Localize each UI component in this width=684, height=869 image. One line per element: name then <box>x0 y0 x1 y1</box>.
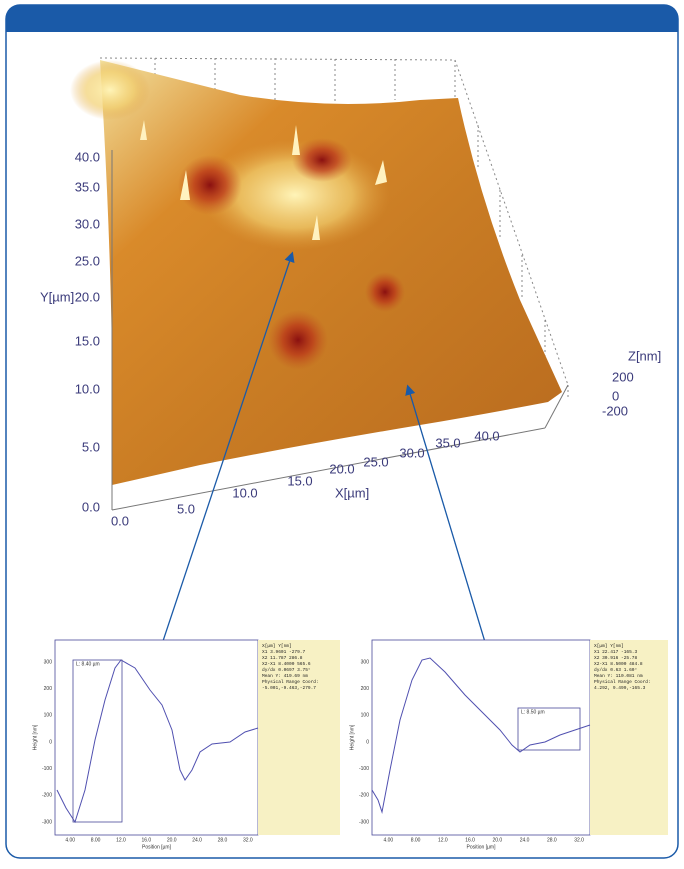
readout-line: Physical Range Coord: <box>262 679 319 685</box>
y-tick-label: -300 <box>42 819 52 825</box>
y-tick-label: -100 <box>359 766 369 772</box>
y-tick-label: 300 <box>361 659 370 665</box>
y-tick-label: 200 <box>44 686 53 692</box>
surface-pit <box>292 138 352 182</box>
y-tick-label: 300 <box>44 659 53 665</box>
x-tick-label: 16.0 <box>465 837 475 843</box>
x-axis-label: Position [µm] <box>142 844 172 850</box>
y-axis-label: Height [nm] <box>349 724 355 750</box>
header-bar <box>6 5 678 32</box>
y-tick-label: 40.0 <box>75 149 100 164</box>
y-tick-label: 0.0 <box>82 499 100 514</box>
profile-inset: L: 8.40 µm 300 200 100 0 -100 -200 -300 4.00 8.00… <box>32 640 340 850</box>
y-tick-label: 15.0 <box>75 333 100 348</box>
length-label: L: 8.50 µm <box>521 709 545 715</box>
y-axis-label: Y[µm] <box>40 289 74 304</box>
x-tick-label: 20.0 <box>492 837 502 843</box>
y-tick-label: -100 <box>42 766 52 772</box>
profile-inset: L: 8.50 µm 300 200 100 0 -100 -200 -300 4.00 8.00… <box>349 640 668 850</box>
y-tick-label: 0 <box>366 739 369 745</box>
z-tick-label: -200 <box>602 403 628 418</box>
y-tick-label: 20.0 <box>75 289 100 304</box>
x-tick-label: 24.0 <box>192 837 202 843</box>
y-tick-label: 10.0 <box>75 381 100 396</box>
x-tick-label: 15.0 <box>287 473 312 488</box>
surface-pit <box>268 310 328 370</box>
x-tick-label: 8.00 <box>91 837 101 843</box>
readout-line: Physical Range Coord: <box>594 679 651 685</box>
y-tick-label: -200 <box>359 793 369 799</box>
y-tick-label: 100 <box>44 713 53 719</box>
y-tick-label: -200 <box>42 793 52 799</box>
readout-line: dy/dx 0.63 1.60° <box>594 667 637 673</box>
readout-line: -5.001,-9.463,-279.7 <box>262 685 316 691</box>
x-tick-label: 24.0 <box>520 837 530 843</box>
readout-line: X2-X1 8.4000 565.6 <box>262 661 311 667</box>
figure: Y[µm] X[µm] Z[nm] 0.0 5.0 10.0 15.0 20.0 25.0… <box>0 0 684 864</box>
readout-line: X[µm] Y[nm] <box>594 643 624 649</box>
y-tick-label: 5.0 <box>82 439 100 454</box>
plot-area <box>55 640 258 835</box>
x-tick-label: 4.00 <box>65 837 75 843</box>
x-tick-label: 40.0 <box>474 428 499 443</box>
x-tick-label: 20.0 <box>167 837 177 843</box>
readout-line: Mean Y: 419.69 nm <box>262 673 308 679</box>
z-axis-label: Z[nm] <box>628 348 661 363</box>
y-tick-label: 25.0 <box>75 253 100 268</box>
plot-area <box>372 640 590 835</box>
y-tick-label: 200 <box>361 686 370 692</box>
y-tick-label: 100 <box>361 713 370 719</box>
y-tick-label: 35.0 <box>75 179 100 194</box>
surface-hill <box>70 60 150 120</box>
readout-line: X2-X1 8.5000 484.8 <box>594 661 643 667</box>
x-tick-label: 16.0 <box>141 837 151 843</box>
x-tick-label: 25.0 <box>363 454 388 469</box>
x-tick-label: 28.0 <box>218 837 228 843</box>
y-tick-label: 30.0 <box>75 216 100 231</box>
readout-line: X1 3.9601 -279.7 <box>262 649 306 655</box>
readout-line: dy/dx 0.0697 3.75° <box>262 667 311 673</box>
x-tick-label: 12.0 <box>438 837 448 843</box>
x-tick-label: 20.0 <box>329 461 354 476</box>
z-tick-label: 200 <box>612 369 634 384</box>
readout-line: X[µm] Y[nm] <box>262 643 292 649</box>
x-tick-label: 0.0 <box>111 513 129 528</box>
readout-line: X1 22.417 -165.3 <box>594 649 638 655</box>
x-tick-label: 32.0 <box>574 837 584 843</box>
y-tick-label: 0 <box>49 739 52 745</box>
x-tick-label: 28.0 <box>547 837 557 843</box>
x-tick-label: 35.0 <box>435 435 460 450</box>
x-tick-label: 32.0 <box>243 837 253 843</box>
x-tick-label: 30.0 <box>399 445 424 460</box>
readout-line: 4.292, 9.499,-165.3 <box>594 685 646 691</box>
x-tick-label: 8.00 <box>411 837 421 843</box>
page: {"plot3d": {"y_axis_label": "Y[µm]", "x_… <box>0 0 684 864</box>
z-tick-label: 0 <box>612 388 619 403</box>
x-axis-label: Position [µm] <box>466 844 496 850</box>
x-tick-label: 10.0 <box>232 485 257 500</box>
x-tick-label: 5.0 <box>177 501 195 516</box>
x-axis-label: X[µm] <box>335 485 369 500</box>
x-tick-label: 12.0 <box>116 837 126 843</box>
x-tick-label: 4.00 <box>383 837 393 843</box>
readout-line: Mean Y: 110.081 nm <box>594 673 643 679</box>
y-tick-label: -300 <box>359 819 369 825</box>
length-label: L: 8.40 µm <box>76 661 100 667</box>
surface-pit <box>365 272 405 312</box>
y-axis-label: Height [nm] <box>32 724 38 750</box>
readout-line: X2 11.787 286.8 <box>262 655 303 661</box>
readout-line: X2 30.916 -25.78 <box>594 655 638 661</box>
